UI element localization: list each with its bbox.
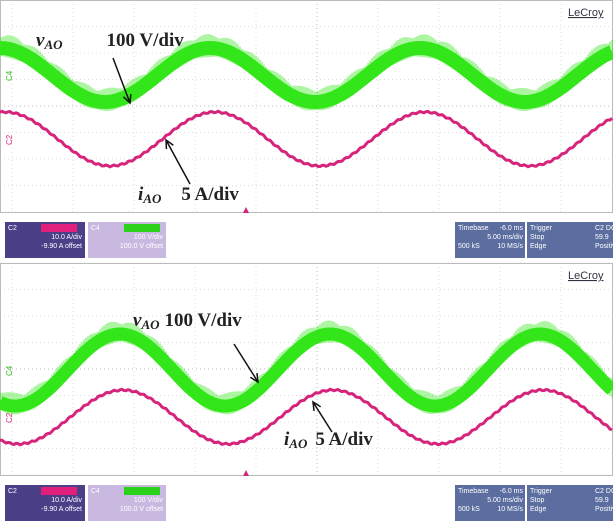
subscript: AO	[140, 317, 160, 332]
scope-screens: LeCroyC4C2vAO100 V/diviAO5 A/divC2BWL DC…	[0, 0, 613, 529]
info-text: 100 V/div	[134, 497, 164, 504]
info-text: Timebase	[458, 225, 489, 232]
info-text: C2	[8, 225, 17, 232]
info-text: 10.0 A/div	[51, 234, 82, 241]
scale: 100 V/div	[107, 30, 185, 51]
info-text: Positive	[595, 506, 613, 513]
info-text: 500 kS	[458, 243, 480, 250]
logo: LeCroy	[568, 7, 604, 19]
info-text: 100 V/div	[134, 234, 164, 241]
channel-marker: C4	[5, 70, 14, 81]
badge	[124, 224, 160, 232]
subscript: AO	[43, 37, 63, 52]
info-text: 10 MS/s	[497, 243, 523, 250]
info-text: 59.9	[595, 497, 609, 504]
info-text: 5.00 ms/div	[487, 234, 523, 241]
badge	[41, 224, 77, 232]
info-text: Timebase	[458, 488, 489, 495]
info-text: C4	[91, 225, 100, 232]
info-text: Stop	[530, 497, 545, 504]
info-text: Stop	[530, 234, 545, 241]
info-text: 100.0 V offset	[120, 506, 163, 513]
info-text: -9.90 A offset	[41, 243, 82, 250]
info-text: Edge	[530, 243, 546, 250]
info-text: 100.0 V offset	[120, 243, 163, 250]
scale: 5 A/div	[315, 429, 373, 450]
channel-marker: C2	[5, 412, 14, 423]
info-text: 10.0 A/div	[51, 497, 82, 504]
info-text: C2	[8, 488, 17, 495]
info-text: 59.9	[595, 234, 609, 241]
scale: 100 V/div	[165, 310, 243, 331]
page: {"panels": [ {"logo": "LeCroy", "v_label…	[0, 0, 613, 529]
info-text: -6.0 ms	[500, 488, 524, 495]
channel-marker: C2	[5, 134, 14, 145]
subscript: AO	[288, 436, 308, 451]
info-text: Trigger	[530, 488, 553, 495]
logo: LeCroy	[568, 270, 604, 282]
info-text: -6.0 ms	[500, 225, 524, 232]
info-text: 5.00 ms/div	[487, 497, 523, 504]
info-text: C2 DC	[595, 225, 613, 232]
subscript: AO	[142, 191, 162, 206]
badge	[124, 487, 160, 495]
badge	[41, 487, 77, 495]
info-text: C4	[91, 488, 100, 495]
info-text: C2 DC	[595, 488, 613, 495]
info-text: 10 MS/s	[497, 506, 523, 513]
info-text: 500 kS	[458, 506, 480, 513]
channel-marker: C4	[5, 365, 14, 376]
info-text: Positive	[595, 243, 613, 250]
info-text: Edge	[530, 506, 546, 513]
info-text: -9.90 A offset	[41, 506, 82, 513]
info-text: Trigger	[530, 225, 553, 232]
scale: 5 A/div	[181, 184, 239, 205]
